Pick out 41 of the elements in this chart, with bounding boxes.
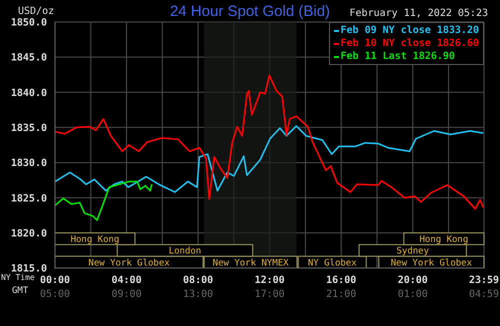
chart-title: 24 Hour Spot Gold (Bid) (170, 3, 330, 20)
y-tick-label: 1835.0 (10, 122, 47, 134)
band-label: Sydney (396, 246, 430, 257)
line-series (55, 74, 484, 210)
legend-label: Feb 09 NY close 1833.20 (340, 24, 479, 37)
x-tick-label: 12:00 (254, 275, 285, 286)
band-label: London (168, 246, 202, 257)
x-tick-label: 23:59 (468, 275, 500, 286)
x-tick-label: 16:00 (326, 275, 356, 286)
x2-tick-label: 04:59 (468, 289, 500, 300)
x-axis-title: NY Time (1, 273, 35, 282)
band-label: Hong Kong (70, 234, 120, 245)
x2-tick-label: 17:00 (254, 289, 285, 300)
x-tick-label: 04:00 (111, 275, 142, 286)
x2-tick-label: 21:00 (326, 289, 356, 300)
x2-tick-label: 09:00 (111, 289, 142, 300)
band-label: New York NYMEX (212, 258, 290, 268)
band-label: New York Globex (88, 258, 170, 268)
y-tick-label: 1850.0 (10, 18, 47, 29)
y-tick-label: 1825.0 (10, 193, 47, 204)
y-tick-label: 1845.0 (10, 52, 47, 64)
band-label: New York Globex (390, 258, 473, 268)
x-tick-label: 20:00 (398, 275, 428, 286)
x2-tick-label: 05:00 (40, 289, 70, 300)
x-tick-label: 00:00 (40, 275, 70, 286)
line-series (55, 180, 153, 222)
y-tick-label: 1830.0 (10, 158, 47, 170)
legend-label: Feb 10 NY close 1826.60 (340, 37, 479, 50)
x2-tick-label: 13:00 (183, 289, 214, 300)
line-series (55, 125, 484, 193)
x2-tick-label: 01:00 (398, 289, 428, 300)
y-tick-label: 1840.0 (10, 88, 47, 99)
band-label: Hong Kong (420, 234, 468, 245)
band-label: NY Globex (308, 258, 358, 268)
chart-subtitle: February 11, 2022 05:23 (350, 8, 488, 19)
x-tick-label: 08:00 (183, 275, 214, 286)
x2-axis-title: GMT (12, 286, 28, 296)
y-tick-label: 1820.0 (10, 228, 47, 240)
legend-label: Feb 11 Last 1826.90 (340, 50, 455, 63)
y-tick-label: 1815.0 (10, 264, 47, 275)
y-axis-title: USD/oz (18, 6, 54, 17)
